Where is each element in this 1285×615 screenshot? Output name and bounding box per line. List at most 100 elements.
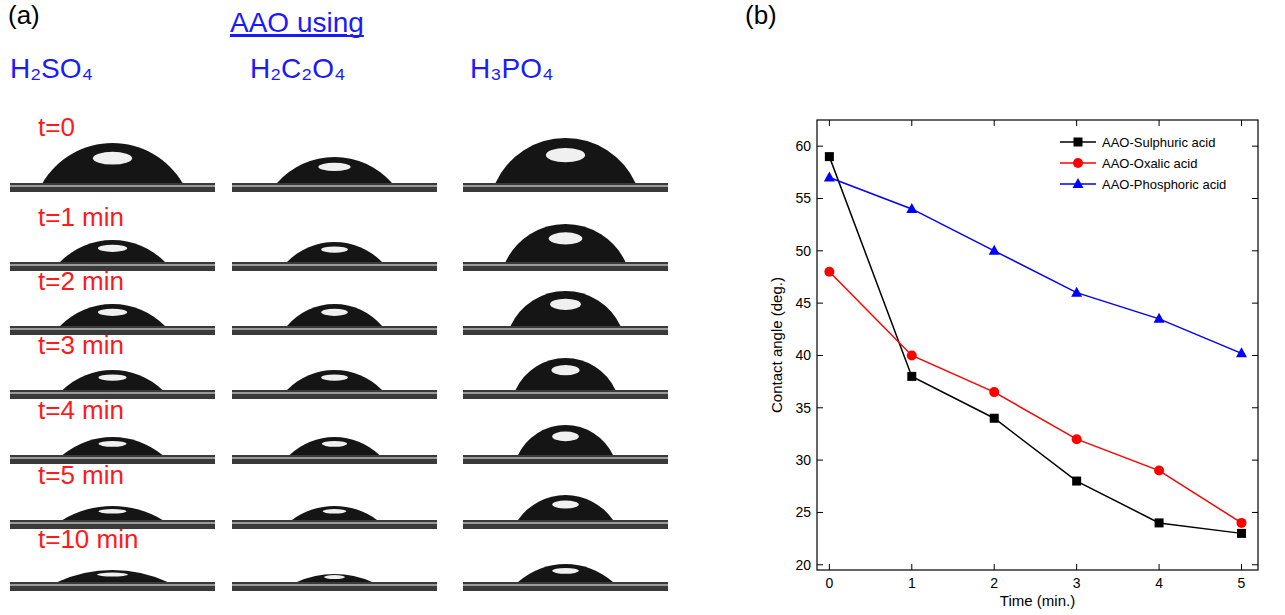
time-label: t=3 min: [38, 330, 124, 360]
y-tick-right: [1252, 564, 1258, 565]
droplet-highlight: [322, 441, 347, 447]
droplet: [277, 157, 392, 183]
time-label: t=2 min: [38, 266, 124, 296]
substrate-shine: [10, 185, 215, 187]
y-tick-right: [1252, 460, 1258, 461]
droplet-photo: [463, 425, 668, 464]
data-point: [907, 350, 917, 360]
x-tick: [1241, 564, 1242, 570]
substrate: [463, 183, 668, 192]
droplet-highlight: [552, 365, 580, 375]
data-group: [824, 152, 1247, 538]
x-tick-label: 0: [825, 575, 833, 591]
droplet-photo: [463, 224, 668, 271]
droplet-highlight: [549, 232, 583, 244]
substrate: [232, 455, 437, 464]
droplet-highlight: [321, 246, 348, 252]
column-head: H₂C₂O₄: [250, 53, 345, 84]
substrate-shine: [463, 185, 668, 187]
droplet: [58, 570, 168, 582]
droplet: [290, 437, 380, 455]
y-tick: [817, 303, 823, 304]
droplet: [287, 370, 382, 390]
substrate-shine: [232, 185, 437, 187]
substrate-shine: [463, 328, 668, 330]
substrate: [463, 582, 668, 591]
y-tick-label: 50: [795, 243, 811, 259]
x-tick-label: 3: [1073, 575, 1081, 591]
x-tick-label: 1: [908, 575, 916, 591]
droplet-highlight: [98, 245, 127, 252]
substrate: [463, 390, 668, 399]
substrate: [232, 582, 437, 591]
y-tick: [817, 146, 823, 147]
data-point: [989, 245, 1000, 255]
x-tick: [1076, 564, 1077, 570]
droplet: [43, 143, 183, 183]
legend-label: AAO-Oxalic acid: [1102, 156, 1197, 171]
y-tick-right: [1252, 407, 1258, 408]
y-tick: [817, 355, 823, 356]
droplet-photo: [232, 437, 437, 464]
y-tick: [817, 512, 823, 513]
substrate: [463, 326, 668, 335]
data-point: [1237, 518, 1247, 528]
droplet: [511, 291, 621, 326]
x-tick: [994, 564, 995, 570]
droplet-highlight: [99, 509, 127, 513]
droplet-highlight: [99, 374, 127, 380]
time-label: t=1 min: [38, 202, 124, 232]
substrate: [463, 520, 668, 529]
substrate: [10, 183, 215, 192]
droplet: [287, 242, 382, 262]
data-point: [824, 172, 835, 182]
y-tick: [817, 407, 823, 408]
droplet-highlight: [552, 432, 579, 442]
series-line: [829, 157, 1241, 534]
droplet-highlight: [97, 573, 128, 577]
y-axis-title: Contact angle (deg.): [768, 277, 785, 413]
data-point: [1071, 287, 1082, 297]
substrate-shine: [463, 584, 668, 586]
y-tick-label: 35: [795, 400, 811, 416]
substrate-shine: [10, 392, 215, 394]
data-point: [825, 152, 834, 161]
droplet-highlight: [552, 501, 579, 509]
x-tick-label: 2: [990, 575, 998, 591]
droplet: [518, 564, 613, 582]
data-point: [907, 372, 916, 381]
legend-marker: [1074, 138, 1083, 147]
panel-label: (b): [745, 0, 777, 30]
legend-marker: [1073, 158, 1083, 168]
y-tick-right: [1252, 303, 1258, 304]
droplet-highlight: [550, 299, 581, 310]
droplet: [292, 506, 377, 520]
substrate: [232, 183, 437, 192]
y-tick-right: [1252, 355, 1258, 356]
droplet-photo: [10, 143, 215, 192]
droplet: [63, 506, 163, 520]
droplet-highlight: [99, 441, 127, 447]
y-tick-label: 20: [795, 557, 811, 573]
time-label: t=0: [38, 112, 75, 142]
y-tick: [817, 460, 823, 461]
substrate: [232, 262, 437, 271]
x-tick-top: [829, 120, 830, 126]
substrate-shine: [463, 392, 668, 394]
droplet-highlight: [93, 152, 132, 165]
y-tick-right: [1252, 198, 1258, 199]
y-tick-label: 25: [795, 504, 811, 520]
droplet: [506, 224, 626, 262]
x-tick-top: [1076, 120, 1077, 126]
x-tick-top: [1241, 120, 1242, 126]
droplet-photo: [463, 291, 668, 335]
y-tick-right: [1252, 512, 1258, 513]
y-tick: [817, 250, 823, 251]
substrate: [232, 520, 437, 529]
droplet: [496, 138, 636, 183]
y-tick-label: 60: [795, 138, 811, 154]
substrate-shine: [463, 264, 668, 266]
substrate: [10, 582, 215, 591]
panel-heading: AAO using: [230, 7, 364, 38]
droplet-photo: [232, 370, 437, 399]
